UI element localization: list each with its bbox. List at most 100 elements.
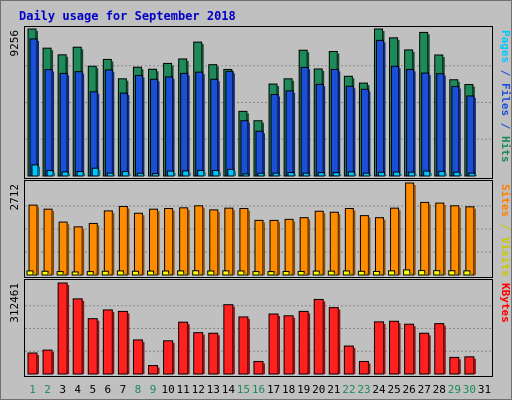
bar-visits-sites-17-shadow: [274, 274, 276, 275]
bar-hits-files-20-shadow: [323, 86, 325, 176]
bar-visits-sites-13: [208, 271, 214, 275]
bar-hits-pages-25: [394, 172, 400, 176]
bar-visits-sites-14: [223, 271, 229, 275]
bar-visits-visits-24-shadow: [383, 220, 385, 275]
bar-kbytes-kbytes-3: [58, 283, 67, 374]
bar-kbytes-kbytes-30-shadow: [474, 359, 476, 374]
bar-kbytes-kbytes-21-shadow: [338, 310, 340, 374]
bar-visits-sites-6: [102, 271, 108, 275]
bar-hits-pages-19: [303, 173, 309, 176]
bar-visits-visits-8-shadow: [142, 215, 144, 275]
bar-visits-visits-29: [451, 206, 459, 275]
legend-item-hits-0: Pages: [499, 30, 512, 63]
bar-visits-visits-16-shadow: [263, 222, 265, 275]
bar-kbytes-kbytes-22: [344, 346, 353, 374]
bar-visits-sites-21-shadow: [334, 273, 336, 275]
legend-item-hits-1: /: [499, 63, 512, 83]
bar-hits-files-14-shadow: [233, 73, 235, 176]
x-tick-label-5: 5: [89, 383, 96, 396]
bar-visits-visits-1: [29, 205, 37, 275]
bar-visits-visits-14-shadow: [233, 210, 235, 275]
bar-hits-pages-5-shadow: [98, 170, 100, 176]
bar-visits-visits-25-shadow: [399, 210, 401, 275]
bar-hits-pages-18: [288, 173, 294, 176]
y-max-label-hits: 9256: [8, 30, 21, 57]
bar-visits-sites-27: [419, 271, 425, 275]
y-max-label-visits: 2712: [8, 184, 21, 211]
bar-visits-sites-20-shadow: [319, 273, 321, 275]
bar-visits-visits-18-shadow: [293, 221, 295, 275]
bar-visits-sites-1-shadow: [33, 273, 35, 275]
bar-visits-sites-18: [283, 272, 289, 275]
bar-visits-sites-24: [373, 271, 379, 275]
bar-visits-visits-9-shadow: [158, 211, 160, 275]
bar-visits-sites-5-shadow: [93, 274, 95, 275]
bar-hits-files-12-shadow: [203, 74, 205, 176]
bar-hits-files-27-shadow: [429, 75, 431, 176]
bar-visits-sites-25: [389, 271, 395, 275]
bar-visits-visits-28: [436, 203, 444, 275]
bar-hits-files-25: [392, 66, 399, 176]
bar-hits-files-28: [437, 74, 444, 176]
bar-hits-pages-5: [92, 168, 98, 176]
x-tick-label-18: 18: [282, 383, 295, 396]
bar-hits-files-1: [30, 39, 37, 176]
bar-visits-sites-5: [87, 272, 93, 275]
bar-visits-sites-10: [163, 271, 169, 275]
bar-kbytes-kbytes-1: [28, 353, 37, 374]
bar-hits-pages-4: [77, 172, 83, 176]
bar-hits-pages-20-shadow: [324, 175, 326, 176]
bar-visits-sites-7-shadow: [123, 273, 125, 275]
bar-visits-sites-13-shadow: [214, 273, 216, 275]
bar-visits-sites-14-shadow: [229, 273, 231, 275]
bar-hits-pages-2: [47, 171, 53, 176]
bar-kbytes-kbytes-17-shadow: [278, 316, 280, 374]
bar-kbytes-kbytes-2: [43, 350, 52, 374]
bar-hits-files-26-shadow: [414, 71, 416, 176]
bar-hits-pages-16: [258, 173, 264, 176]
bar-visits-visits-26: [406, 183, 414, 275]
x-tick-label-21: 21: [327, 383, 340, 396]
bar-hits-pages-11: [183, 171, 189, 176]
bar-visits-sites-28: [434, 271, 440, 275]
bar-hits-files-21: [331, 69, 338, 176]
bar-hits-files-3: [60, 73, 67, 176]
bar-hits-pages-7: [122, 172, 128, 176]
bar-kbytes-kbytes-25-shadow: [399, 323, 401, 374]
bar-visits-visits-4-shadow: [82, 229, 84, 275]
bar-kbytes-kbytes-3-shadow: [67, 285, 69, 374]
bar-hits-pages-27: [424, 171, 430, 176]
bar-hits-pages-4-shadow: [83, 174, 85, 176]
bar-hits-files-11: [181, 73, 188, 176]
bar-hits-files-4-shadow: [82, 74, 84, 176]
bar-hits-pages-12-shadow: [204, 172, 206, 176]
bar-visits-sites-26: [404, 270, 410, 275]
bar-hits-pages-18-shadow: [294, 175, 296, 176]
bar-hits-files-29-shadow: [459, 89, 461, 176]
bar-hits-pages-13-shadow: [219, 172, 221, 176]
bar-hits-files-18: [286, 91, 293, 176]
bar-hits-files-11-shadow: [188, 75, 190, 176]
bar-hits-files-9-shadow: [158, 81, 160, 176]
bar-kbytes-kbytes-6-shadow: [112, 312, 114, 374]
bar-visits-visits-30-shadow: [474, 209, 476, 275]
bar-visits-sites-25-shadow: [395, 273, 397, 275]
bar-kbytes-kbytes-26: [405, 324, 414, 374]
bar-hits-files-4: [75, 72, 82, 176]
bar-hits-pages-30-shadow: [475, 175, 477, 176]
bar-kbytes-kbytes-25: [390, 321, 399, 374]
bar-hits-pages-17: [273, 173, 279, 176]
legend-visits: Sites / Visits: [499, 184, 512, 277]
bar-hits-files-22: [346, 86, 353, 176]
bar-kbytes-kbytes-16-shadow: [263, 363, 265, 374]
bar-kbytes-kbytes-19-shadow: [308, 313, 310, 374]
bar-hits-pages-15: [243, 174, 249, 176]
legend-kbytes: KBytes: [499, 283, 512, 323]
bar-visits-sites-19: [298, 271, 304, 275]
bar-kbytes-kbytes-9: [149, 366, 158, 374]
bar-visits-sites-23: [358, 271, 364, 275]
bar-kbytes-kbytes-5: [88, 319, 97, 374]
x-tick-label-11: 11: [177, 383, 190, 396]
bar-hits-pages-22: [348, 172, 354, 176]
